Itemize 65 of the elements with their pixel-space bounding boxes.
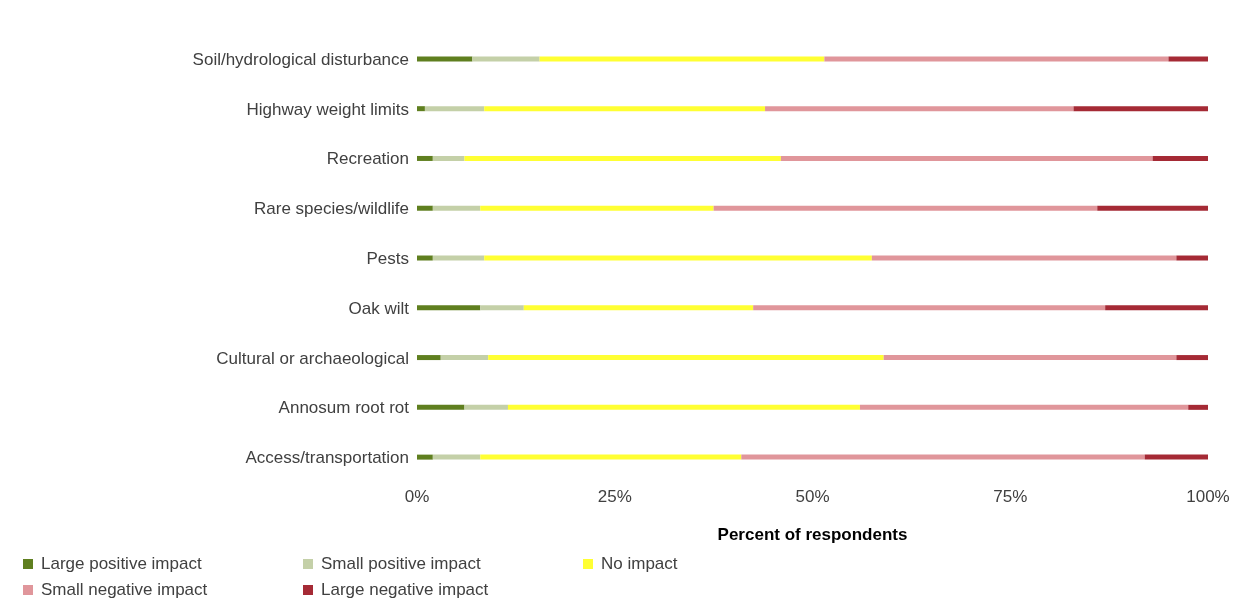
legend-label: Small positive impact: [321, 554, 481, 574]
bar: [432, 155, 465, 161]
bar: [417, 155, 433, 161]
bar: [484, 106, 766, 112]
bar: [765, 106, 1074, 112]
bar: [417, 205, 433, 211]
y-tick-label: Cultural or archaeological: [216, 348, 409, 368]
bar: [484, 255, 872, 261]
y-tick-label: Access/transportation: [245, 448, 409, 468]
bar: [480, 454, 742, 460]
legend-label: Large positive impact: [41, 554, 202, 574]
bar: [1188, 404, 1208, 410]
bar: [1144, 454, 1208, 460]
bar: [417, 255, 433, 261]
bar: [417, 106, 425, 112]
bar: [1176, 255, 1208, 261]
y-tick-label: Highway weight limits: [246, 99, 409, 119]
bar: [472, 56, 540, 62]
bar: [424, 106, 485, 112]
x-tick-label: 75%: [993, 487, 1028, 507]
bar: [859, 404, 1189, 410]
bar: [480, 205, 714, 211]
bar: [753, 305, 1106, 311]
bar: [432, 205, 481, 211]
bar: [713, 205, 1098, 211]
x-axis-title: Percent of respondents: [717, 525, 908, 544]
x-tick-label: 0%: [404, 487, 430, 507]
y-tick-label: Recreation: [326, 149, 409, 169]
y-tick-label: Soil/hydrological disturbance: [192, 49, 409, 69]
bar: [464, 404, 508, 410]
x-tick-label: 50%: [795, 487, 830, 507]
bar: [417, 404, 465, 410]
y-tick-label: Pests: [366, 249, 409, 269]
bar: [1168, 56, 1208, 62]
bar: [488, 355, 884, 361]
bar: [432, 454, 481, 460]
legend-label: Small negative impact: [41, 580, 208, 600]
bar: [417, 454, 433, 460]
bar: [507, 404, 860, 410]
bar: [871, 255, 1177, 261]
bar: [1097, 205, 1208, 211]
y-tick-label: Rare species/wildlife: [254, 199, 409, 219]
bar: [741, 454, 1145, 460]
bar: [480, 305, 524, 311]
x-tick-label: 100%: [1186, 487, 1230, 507]
bar: [883, 355, 1177, 361]
legend-label: Large negative impact: [321, 580, 489, 600]
bar: [1152, 155, 1208, 161]
bar: [780, 155, 1153, 161]
bar: [1073, 106, 1208, 112]
bar: [464, 155, 781, 161]
bar: [417, 305, 481, 311]
bar: [1176, 355, 1208, 361]
bar: [1105, 305, 1208, 311]
bar: [523, 305, 754, 311]
legend-label: No impact: [601, 554, 678, 574]
y-tick-label: Oak wilt: [348, 298, 410, 318]
bar: [432, 255, 485, 261]
bar: [539, 56, 825, 62]
y-tick-label: Annosum root rot: [278, 398, 410, 418]
bar: [440, 355, 489, 361]
bar: [824, 56, 1169, 62]
x-tick-label: 25%: [597, 487, 632, 507]
bar: [417, 56, 473, 62]
bar: [417, 355, 441, 361]
